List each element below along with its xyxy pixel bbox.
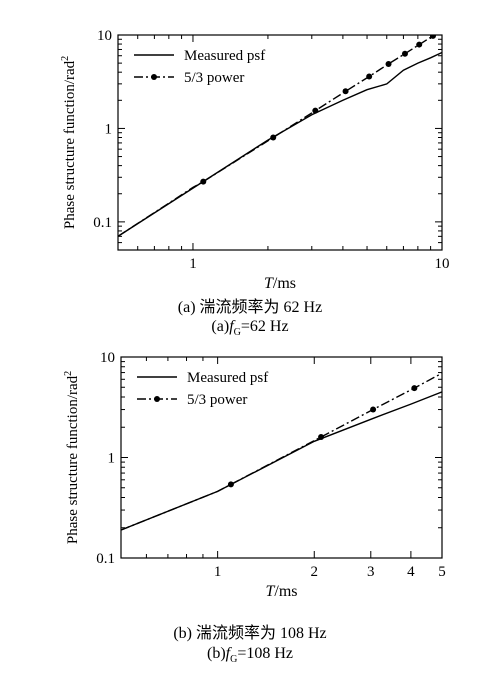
chart-a-measured-psf-line [118, 51, 442, 237]
chart-b-x-tick-label: 1 [214, 564, 222, 580]
chart-b-legend-label-0: Measured psf [187, 370, 268, 386]
chart-b-power-line [121, 372, 442, 531]
caption-a-line2: (a)fG=62 Hz [211, 318, 289, 339]
chart-a-x-axis-label: T/ms [264, 275, 296, 290]
chart-a-power-marker [429, 35, 436, 39]
chart-b-x-axis-label: T/ms [265, 583, 297, 600]
chart-b-power-marker [370, 406, 377, 413]
chart-a-plot-frame [117, 34, 443, 251]
chart-b-y-tick-label: 10 [100, 350, 115, 366]
chart-b-x-tick-label: 5 [438, 564, 446, 580]
chart-b-y-tick-label: 1 [108, 451, 116, 467]
chart-b-power-marker [318, 433, 325, 440]
chart-b-x-tick-label: 3 [367, 564, 375, 580]
chart-b-x-tick-label: 2 [311, 564, 319, 580]
chart-b-power-marker [411, 385, 418, 392]
chart-a-legend-label-0: Measured psf [184, 48, 265, 64]
chart-b-legend-label-1: 5/3 power [187, 392, 247, 408]
chart-a-power-marker [200, 178, 207, 185]
chart-b-y-tick-label: 0.1 [96, 551, 115, 567]
chart-b-y-axis-label: Phase structure function/rad2 [63, 371, 81, 544]
chart-a-power-marker [312, 107, 319, 114]
chart-a-power-marker [401, 50, 408, 57]
chart-a-y-tick-label: 10 [97, 28, 112, 44]
caption-b-line2: (b)fG=108 Hz [206, 645, 294, 666]
chart-b-measured-psf-line [121, 391, 442, 531]
chart-a-series-group [118, 35, 442, 237]
chart-a: 1 10 0.1 1 10 T/ms Phase structure function/ra… [60, 28, 450, 290]
chart-b-legend-marker-1 [154, 396, 160, 402]
chart-a-power-marker [366, 73, 373, 80]
chart-a-power-marker [416, 41, 423, 48]
chart-a-power-marker [270, 134, 277, 141]
chart-a-y-tick-label: 0.1 [93, 215, 112, 231]
chart-b-x-tick-label: 4 [407, 564, 415, 580]
chart-a-x-tick-label: 10 [435, 256, 450, 272]
chart-a-y-axis-label: Phase structure function/rad2 [60, 56, 78, 229]
chart-b-power-marker [227, 481, 234, 488]
caption-b-line1: (b) 湍流频率为 108 Hz [173, 625, 327, 642]
chart-a-power-line [118, 35, 436, 237]
chart-a-y-tick-label: 1 [105, 121, 113, 137]
chart-a-power-marker [342, 88, 349, 95]
chart-b: 1 2 3 4 5 0.1 1 10 T/ms Phase structure function/… [63, 350, 446, 600]
chart-a-legend-label-1: 5/3 power [184, 70, 244, 86]
chart-a-legend-marker-1 [151, 74, 157, 80]
chart-a-x-tick-label: 1 [189, 256, 197, 272]
chart-b-series-group [121, 372, 442, 531]
caption-a-line1: (a) 湍流频率为 62 Hz [177, 299, 323, 316]
chart-a-power-marker [385, 60, 392, 67]
